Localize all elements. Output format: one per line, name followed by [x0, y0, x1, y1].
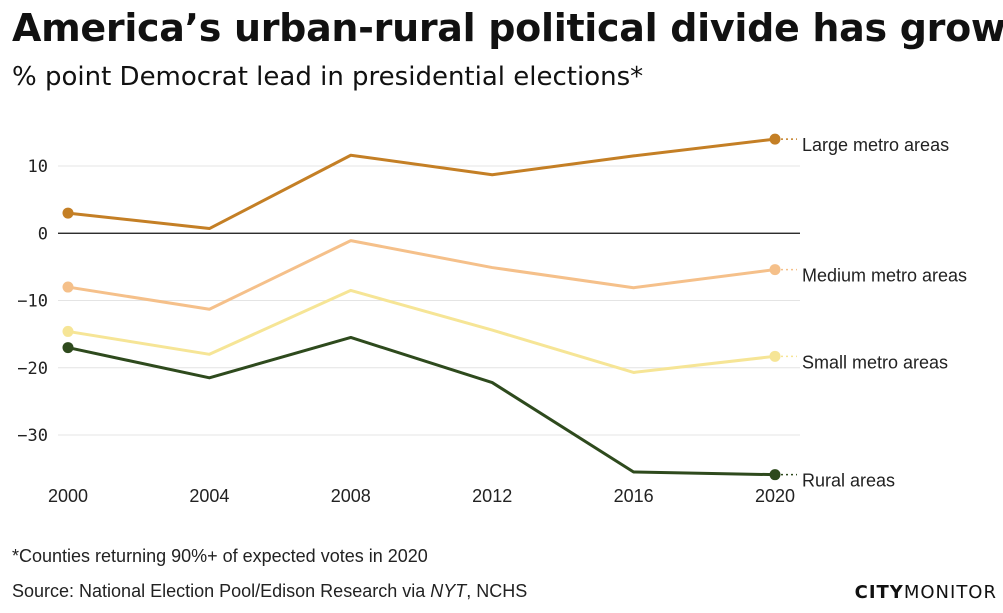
y-tick-label: −10 — [17, 292, 48, 312]
end-point-medium-metro-areas — [769, 264, 781, 276]
x-tick-label: 2000 — [48, 486, 88, 506]
series-line-large-metro-areas — [66, 137, 777, 231]
start-point-medium-metro-areas — [62, 281, 74, 293]
end-point-small-metro-areas — [769, 350, 781, 362]
start-point-small-metro-areas — [62, 325, 74, 337]
x-tick-label: 2020 — [755, 486, 795, 506]
x-tick-label: 2004 — [189, 486, 229, 506]
chart-title: America’s urban-rural political divide h… — [12, 6, 1003, 50]
series-labels: Large metro areas Medium metro areas Small… — [781, 135, 967, 491]
start-point-rural-areas — [62, 342, 74, 354]
series-label-large-metro-areas: Large metro areas — [802, 135, 949, 155]
source-note: Source: National Election Pool/Edison Re… — [12, 581, 527, 602]
x-tick-label: 2012 — [472, 486, 512, 506]
x-tick-label: 2008 — [331, 486, 371, 506]
source-suffix: , NCHS — [466, 581, 528, 601]
x-tick-label: 2016 — [614, 486, 654, 506]
series-label-small-metro-areas: Small metro areas — [802, 352, 948, 372]
end-point-large-metro-areas — [769, 133, 781, 145]
end-point-rural-areas — [769, 469, 781, 481]
series-line-rural-areas — [66, 335, 777, 477]
axis-ticks: 10 0 −10 −20 −30 2000 2004 2008 2012 2016 2020 — [17, 157, 795, 506]
chart-subtitle: % point Democrat lead in presidential el… — [12, 62, 644, 92]
y-tick-label: 0 — [38, 224, 48, 244]
y-tick-label: −30 — [17, 426, 48, 446]
series-label-medium-metro-areas: Medium metro areas — [802, 266, 967, 286]
y-tick-label: −20 — [17, 359, 48, 379]
logo-monitor: MONITOR — [903, 582, 997, 603]
footnote: *Counties returning 90%+ of expected vot… — [12, 546, 428, 566]
source-prefix: Source: National Election Pool/Edison Re… — [12, 581, 431, 601]
y-tick-label: 10 — [28, 157, 48, 177]
logo-city: CITY — [854, 582, 904, 603]
series-lines — [62, 133, 781, 481]
series-line-medium-metro-areas — [66, 239, 777, 311]
start-point-large-metro-areas — [62, 207, 74, 219]
gridlines — [58, 165, 800, 436]
source-publication: NYT — [430, 581, 467, 601]
series-label-rural-areas: Rural areas — [802, 471, 895, 491]
series-line-small-metro-areas — [66, 288, 777, 374]
city-monitor-logo: CITYMONITOR — [855, 582, 997, 603]
